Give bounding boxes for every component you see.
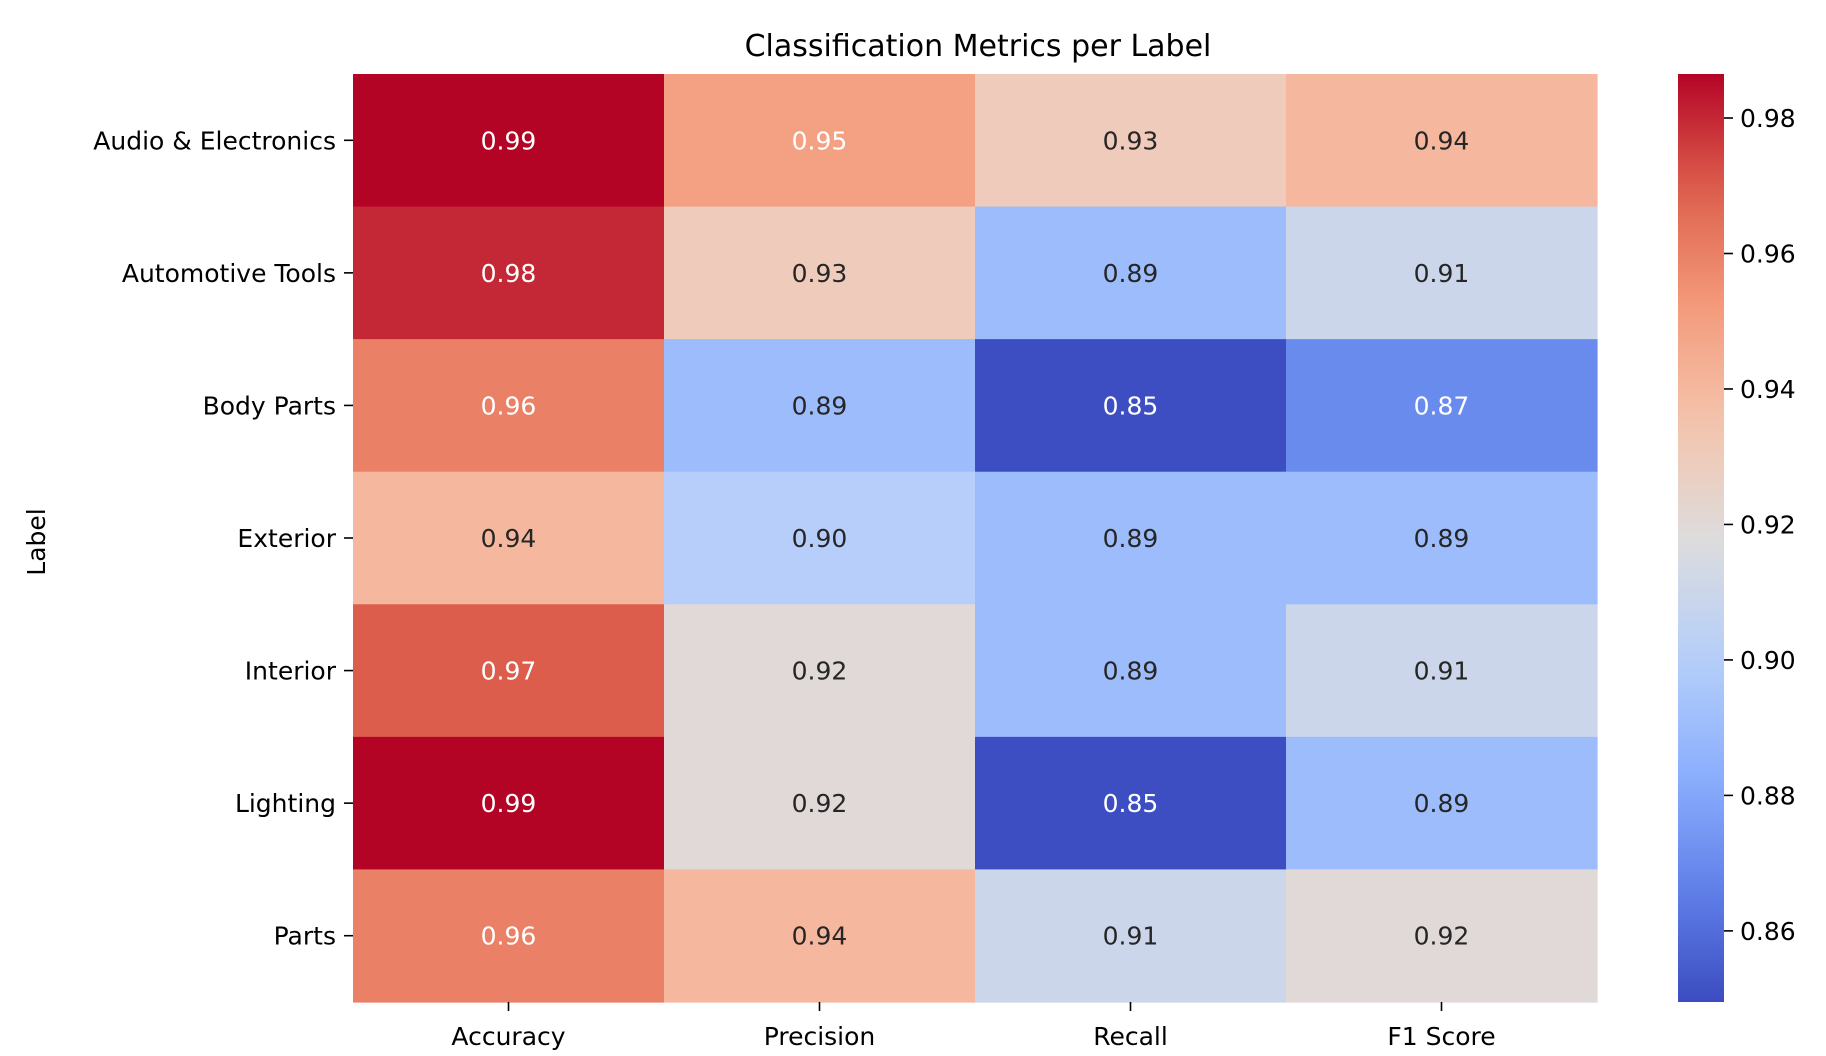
colorbar-tick-label: 0.88	[1740, 781, 1796, 810]
heatmap-cell	[1286, 736, 1598, 871]
cell-annotation: 0.92	[792, 789, 848, 818]
cell-annotation: 0.92	[792, 657, 848, 686]
colorbar-ticks: 0.86 0.88 0.90 0.92 0.94 0.96 0.98	[1724, 104, 1796, 946]
cell-annotation: 0.92	[1414, 922, 1470, 951]
heatmap-cell	[975, 604, 1287, 738]
cell-annotation: 0.89	[1103, 259, 1159, 288]
heatmap-cell	[664, 339, 976, 473]
heatmap-cell	[353, 339, 665, 473]
cell-annotation: 0.96	[481, 391, 537, 420]
heatmap-cell	[975, 471, 1287, 605]
heatmap-cell	[353, 869, 665, 1003]
colorbar-tick-label: 0.90	[1740, 646, 1796, 675]
row-label: Body Parts	[203, 391, 336, 420]
heatmap-cell	[353, 736, 665, 871]
column-label: Precision	[764, 1022, 876, 1051]
cell-annotation: 0.89	[1414, 789, 1470, 818]
cell-annotation: 0.91	[1414, 259, 1470, 288]
heatmap-cell	[664, 74, 976, 208]
colorbar-tick-label: 0.94	[1740, 375, 1796, 404]
cell-annotation: 0.97	[481, 657, 537, 686]
heatmap-cell	[975, 736, 1287, 871]
cell-annotation: 0.94	[792, 922, 848, 951]
cell-annotation: 0.85	[1103, 391, 1159, 420]
cell-annotation: 0.99	[481, 126, 537, 155]
row-label: Parts	[274, 922, 336, 951]
cell-annotation: 0.96	[481, 922, 537, 951]
chart-title: Classification Metrics per Label	[745, 29, 1212, 64]
column-label: Recall	[1093, 1022, 1168, 1051]
heatmap-cell	[1286, 869, 1598, 1003]
heatmap-cell	[353, 206, 665, 340]
cell-annotation: 0.93	[1103, 126, 1159, 155]
heatmap-cell	[353, 74, 665, 208]
row-label: Automotive Tools	[122, 259, 336, 288]
row-label: Exterior	[237, 524, 336, 553]
column-label: F1 Score	[1387, 1022, 1495, 1051]
heatmap-cell	[664, 869, 976, 1003]
cell-annotation: 0.95	[792, 126, 848, 155]
row-label: Interior	[245, 657, 337, 686]
cell-annotation: 0.89	[1103, 657, 1159, 686]
heatmap-cell	[1286, 206, 1598, 340]
heatmap-cell	[664, 604, 976, 738]
heatmap-cell	[1286, 339, 1598, 473]
colorbar-gradient	[1678, 74, 1724, 1002]
cell-annotation: 0.89	[1103, 524, 1159, 553]
cell-annotation: 0.91	[1414, 657, 1470, 686]
heatmap-cell	[664, 736, 976, 871]
heatmap-cell	[664, 471, 976, 605]
heatmap-cell	[975, 74, 1287, 208]
cell-annotation: 0.89	[1414, 524, 1470, 553]
colorbar-tick-label: 0.86	[1740, 917, 1796, 946]
heatmap-cell	[664, 206, 976, 340]
row-labels: Audio & Electronics Automotive Tools Body …	[93, 126, 353, 951]
heatmap-cell	[975, 206, 1287, 340]
heatmap-cell	[1286, 604, 1598, 738]
cell-annotations: 0.99 0.95 0.93 0.94 0.98 0.93 0.89 0.91 0.96 0.89…	[481, 126, 1470, 950]
heatmap-cells	[353, 74, 1598, 1003]
heatmap-cell	[975, 869, 1287, 1003]
cell-annotation: 0.89	[792, 391, 848, 420]
column-labels: Accuracy Precision Recall F1 Score	[451, 1002, 1496, 1051]
heatmap-cell	[1286, 471, 1598, 605]
colorbar-tick-label: 0.98	[1740, 104, 1796, 133]
cell-annotation: 0.94	[481, 524, 537, 553]
heatmap-cell	[353, 604, 665, 738]
colorbar-tick-label: 0.92	[1740, 510, 1796, 539]
heatmap-cell	[353, 471, 665, 605]
cell-annotation: 0.98	[481, 259, 537, 288]
cell-annotation: 0.91	[1103, 922, 1159, 951]
y-axis-label: Label	[22, 508, 51, 575]
row-label: Audio & Electronics	[93, 126, 336, 155]
heatmap-cell	[1286, 74, 1598, 208]
cell-annotation: 0.94	[1414, 126, 1470, 155]
cell-annotation: 0.85	[1103, 789, 1159, 818]
colorbar-tick-label: 0.96	[1740, 240, 1796, 269]
cell-annotation: 0.93	[792, 259, 848, 288]
cell-annotation: 0.90	[792, 524, 848, 553]
row-label: Lighting	[235, 789, 336, 818]
cell-annotation: 0.87	[1414, 391, 1470, 420]
colorbar: 0.86 0.88 0.90 0.92 0.94 0.96 0.98	[1678, 74, 1796, 1002]
heatmap-cell	[975, 339, 1287, 473]
column-label: Accuracy	[451, 1022, 565, 1051]
cell-annotation: 0.99	[481, 789, 537, 818]
